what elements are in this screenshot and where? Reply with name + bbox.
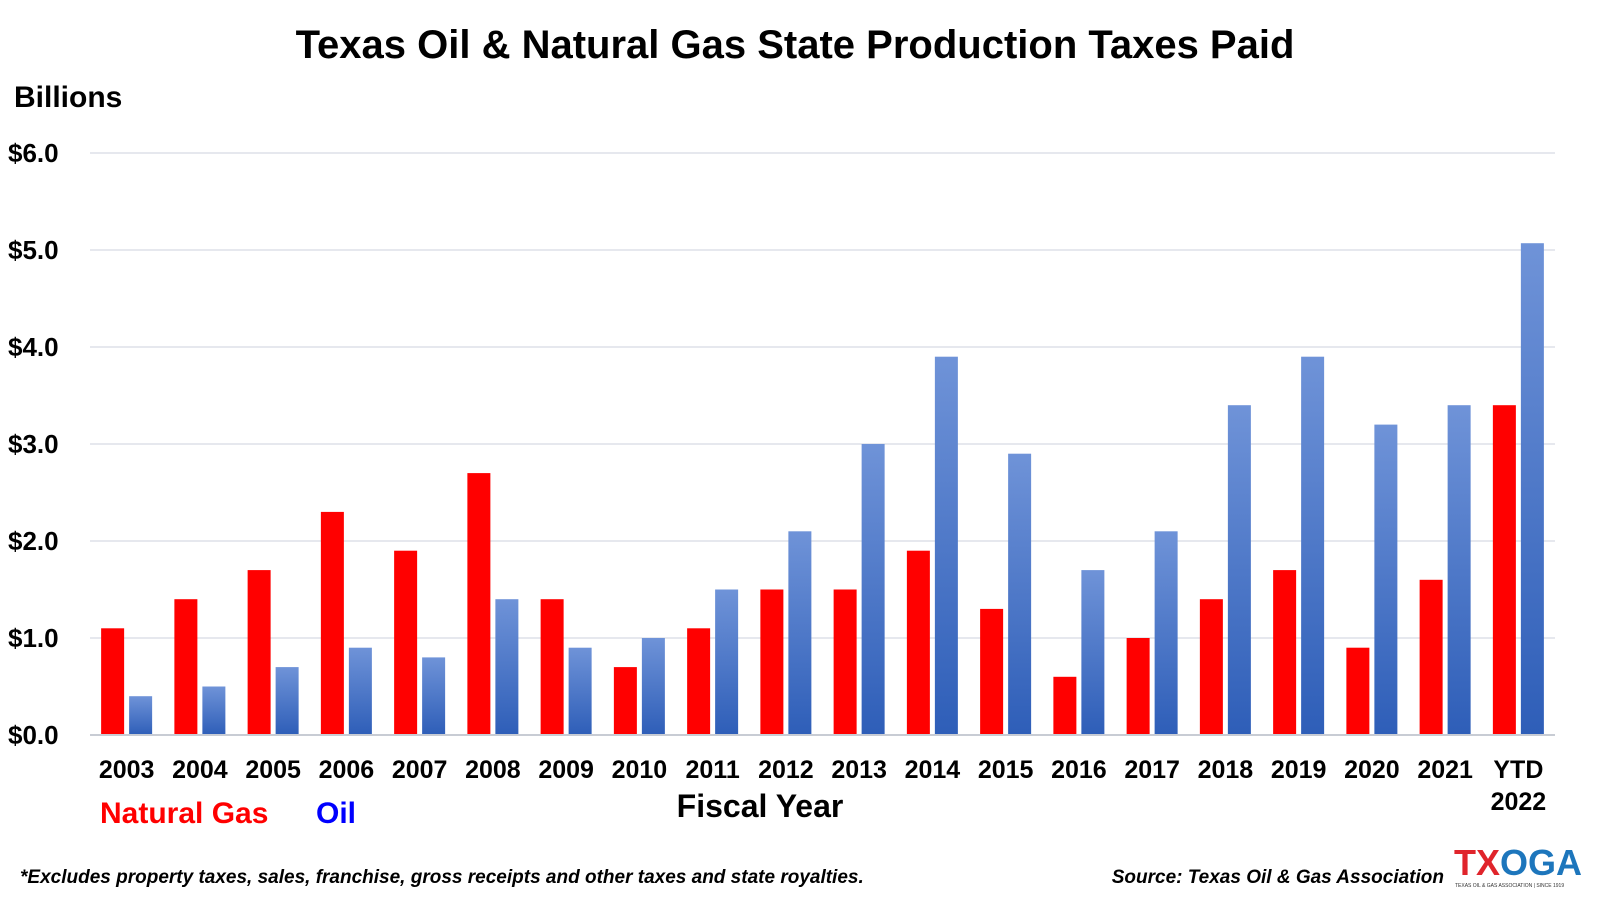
bar-oil <box>1154 531 1178 735</box>
y-axis-label: Billions <box>14 81 122 114</box>
bar-natural-gas <box>101 628 125 735</box>
bar-natural-gas <box>1199 599 1223 735</box>
bar-oil <box>568 647 592 735</box>
bar-oil <box>1081 570 1105 735</box>
y-tick-label: $2.0 <box>8 526 59 556</box>
logo-wordmark-tx: TX <box>1454 842 1500 883</box>
bar-oil <box>788 531 812 735</box>
bar-natural-gas <box>980 608 1004 735</box>
bar-natural-gas <box>320 511 344 735</box>
x-tick-label: 2006 <box>319 756 375 784</box>
bar-natural-gas <box>613 667 637 735</box>
bars <box>101 243 1544 735</box>
x-tick-label: 2010 <box>612 756 668 784</box>
y-tick-label: $1.0 <box>8 623 59 653</box>
x-tick-label: 2009 <box>538 756 594 784</box>
bar-oil <box>1374 424 1398 735</box>
bar-oil <box>1301 356 1325 735</box>
x-tick-label: 2017 <box>1124 756 1180 784</box>
bar-natural-gas <box>1492 405 1516 735</box>
bar-natural-gas <box>1273 570 1297 735</box>
bar-natural-gas <box>1126 638 1150 735</box>
bar-natural-gas <box>760 589 784 735</box>
chart-title: Texas Oil & Natural Gas State Production… <box>296 23 1295 67</box>
bar-natural-gas <box>467 473 491 735</box>
x-tick-label: 2013 <box>831 756 887 784</box>
x-tick-label: 2020 <box>1344 756 1400 784</box>
x-tick-label: 2021 <box>1417 756 1473 784</box>
bar-oil <box>1520 243 1544 735</box>
x-tick-label: 2004 <box>172 756 228 784</box>
bar-oil <box>275 667 299 735</box>
bar-natural-gas <box>687 628 711 735</box>
bar-oil <box>1008 453 1032 735</box>
logo-wordmark-oga: OGA <box>1500 842 1582 883</box>
y-tick-label: $5.0 <box>8 235 59 265</box>
logo-tagline: TEXAS OIL & GAS ASSOCIATION | SINCE 1919 <box>1455 883 1564 889</box>
bar-natural-gas <box>247 570 271 735</box>
x-tick-label: 2007 <box>392 756 448 784</box>
legend-natural-gas: Natural Gas <box>100 797 268 830</box>
x-tick-label: YTD 2022 <box>1491 756 1547 816</box>
x-tick-labels: 2003 2004 2005 2006 2007 2008 2009 2010 2011 2012… <box>99 756 1546 816</box>
gridlines <box>90 152 1555 639</box>
bar-natural-gas <box>906 550 930 735</box>
bar-oil <box>202 686 226 735</box>
bar-natural-gas <box>394 550 418 735</box>
bar-oil <box>861 444 885 735</box>
bar-oil <box>129 696 153 735</box>
x-tick-label: 2015 <box>978 756 1034 784</box>
bar-natural-gas <box>174 599 198 735</box>
x-tick-label: 2003 <box>99 756 155 784</box>
y-tick-label: $6.0 <box>8 138 59 168</box>
x-tick-label: 2008 <box>465 756 521 784</box>
bar-oil <box>715 589 739 735</box>
x-axis-label: Fiscal Year <box>677 788 844 824</box>
x-tick-label: 2018 <box>1198 756 1254 784</box>
bar-oil <box>641 638 665 735</box>
bar-oil <box>348 647 372 735</box>
x-tick-label: 2014 <box>905 756 961 784</box>
bar-natural-gas <box>1346 647 1370 735</box>
bar-oil <box>1447 405 1471 735</box>
x-tick-label: 2016 <box>1051 756 1107 784</box>
bar-natural-gas <box>833 589 857 735</box>
x-tick-label: 2005 <box>245 756 301 784</box>
bar-oil <box>1227 405 1251 735</box>
bar-oil <box>934 356 958 735</box>
y-tick-label: $0.0 <box>8 720 59 750</box>
x-tick-label: 2011 <box>686 756 740 784</box>
bar-oil <box>495 599 519 735</box>
logo-wordmark: TXOGA <box>1454 842 1582 883</box>
bar-oil <box>422 657 446 735</box>
x-tick-label: 2012 <box>758 756 814 784</box>
y-tick-label: $3.0 <box>8 429 59 459</box>
x-tick-label: 2019 <box>1271 756 1327 784</box>
y-tick-labels: $0.0 $1.0 $2.0 $3.0 $4.0 $5.0 $6.0 <box>8 138 59 750</box>
txoga-logo: TXOGA TEXAS OIL & GAS ASSOCIATION | SINC… <box>1454 842 1582 889</box>
legend-oil: Oil <box>316 797 356 830</box>
bar-natural-gas <box>1053 676 1077 735</box>
bar-natural-gas <box>540 599 564 735</box>
bar-natural-gas <box>1419 579 1443 735</box>
footnote: *Excludes property taxes, sales, franchi… <box>20 867 864 888</box>
source-note: Source: Texas Oil & Gas Association <box>1112 867 1444 888</box>
y-tick-label: $4.0 <box>8 332 59 362</box>
